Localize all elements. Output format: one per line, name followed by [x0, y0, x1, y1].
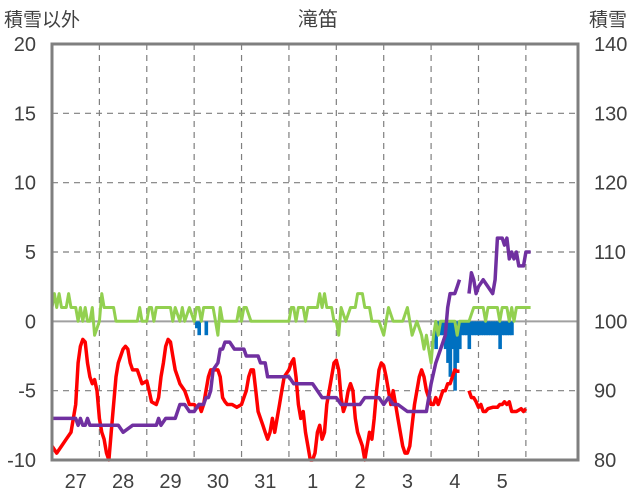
- right-tick-label: 80: [594, 450, 616, 472]
- left-axis-label: 積雪以外: [4, 9, 80, 31]
- x-tick-label: 28: [112, 471, 134, 493]
- right-tick-labels: 140 130 120 110 100 90 80: [594, 34, 627, 472]
- precip-bar: [472, 321, 476, 336]
- x-tick-label: 4: [449, 471, 460, 493]
- right-tick-label: 90: [594, 381, 616, 403]
- precip-bar: [503, 321, 507, 336]
- plot-frame: [50, 42, 580, 462]
- right-tick-label: 110: [594, 242, 626, 264]
- right-tick-label: 120: [594, 173, 627, 195]
- precip-bar: [450, 321, 455, 350]
- precip-bar: [441, 321, 446, 336]
- precip-bars: [195, 321, 514, 391]
- precip-bar: [467, 321, 472, 350]
- precip-bar: [465, 321, 469, 336]
- precip-bar: [484, 321, 488, 336]
- left-tick-labels: 20 15 10 5 0 -5 -10: [7, 34, 36, 472]
- precip-bar: [507, 321, 512, 336]
- right-tick-label: 100: [594, 311, 627, 333]
- precip-bar: [488, 321, 493, 336]
- x-tick-labels: 27 28 29 30 31 1 2 3 4 5: [65, 471, 508, 493]
- left-tick-label: 10: [14, 173, 36, 195]
- left-tick-label: 0: [25, 311, 36, 333]
- x-tick-label: 29: [159, 471, 181, 493]
- precip-bar: [460, 321, 465, 336]
- precip-bar: [455, 321, 460, 363]
- temperature-line: [50, 337, 460, 462]
- temperature-line: [467, 390, 528, 414]
- precip-bar: [495, 321, 500, 336]
- precip-bar: [510, 321, 514, 336]
- left-tick-label: 20: [14, 34, 36, 56]
- precip-bar: [448, 321, 453, 377]
- precip-bar: [458, 321, 462, 350]
- precip-bar: [476, 321, 481, 336]
- precip-bar: [446, 321, 450, 363]
- x-tick-label: 1: [307, 471, 318, 493]
- right-tick-label: 140: [594, 34, 627, 56]
- x-tick-label: 30: [207, 471, 229, 493]
- precip-bar: [505, 321, 510, 336]
- chart-title: 滝笛: [298, 7, 338, 31]
- precip-bar: [195, 321, 199, 329]
- precip-bar: [500, 321, 505, 336]
- left-tick-label: -10: [7, 450, 36, 472]
- precip-bar: [469, 321, 474, 336]
- precip-bar: [204, 321, 209, 336]
- precip-bar: [434, 321, 438, 350]
- precip-bar: [453, 321, 457, 391]
- gridlines: [52, 44, 578, 460]
- x-tick-label: 27: [65, 471, 87, 493]
- precip-bar: [197, 321, 202, 336]
- right-axis-label: 積雪: [589, 9, 627, 31]
- snow_depth-line: [467, 236, 531, 296]
- right-tick-label: 130: [594, 103, 627, 125]
- precip-bar: [491, 321, 495, 336]
- precip-bar: [474, 321, 479, 336]
- precip-bar: [462, 321, 467, 336]
- left-tick-label: -5: [18, 381, 36, 403]
- precip-bar: [498, 321, 502, 350]
- precip-bar: [486, 321, 491, 336]
- x-tick-label: 31: [254, 471, 276, 493]
- x-tick-label: 3: [402, 471, 413, 493]
- series-lines: [50, 236, 531, 462]
- precip-bar: [479, 321, 483, 336]
- left-tick-label: 15: [14, 103, 36, 125]
- snow_depth-line: [52, 279, 462, 435]
- precip-bar: [481, 321, 486, 336]
- x-tick-label: 2: [354, 471, 365, 493]
- x-tick-label: 5: [497, 471, 508, 493]
- precip-bar: [493, 321, 498, 336]
- left-tick-label: 5: [25, 242, 36, 264]
